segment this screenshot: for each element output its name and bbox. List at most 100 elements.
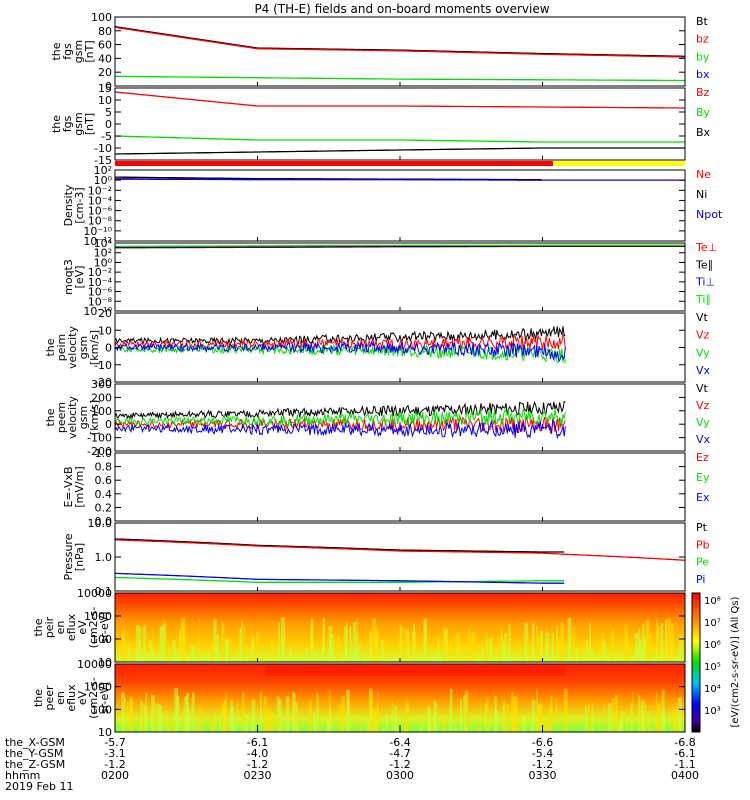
heatmap-streak <box>528 643 533 662</box>
ytick-label: 0.2 <box>95 501 113 514</box>
ytick-label: 0.4 <box>95 488 113 501</box>
heatmap-streak <box>195 726 199 732</box>
heatmap-streak <box>486 634 488 662</box>
heatmap-streak <box>506 704 509 732</box>
heatmap-streak <box>449 724 452 732</box>
heatmap-streak <box>641 646 643 662</box>
ytick-label: 300 <box>91 378 112 391</box>
heatmap-streak <box>326 719 330 732</box>
panel-frame <box>114 87 686 161</box>
heatmap-streak <box>657 626 661 662</box>
heatmap-streak <box>176 696 180 732</box>
heatmap-streak <box>232 724 236 732</box>
heatmap-streak <box>407 628 410 662</box>
ylabel-line: Density <box>62 184 75 226</box>
panel-frame <box>114 242 686 312</box>
heatmap-streak <box>518 716 521 732</box>
legend-Pi: Pi <box>696 573 705 586</box>
legend-Vy: Vy <box>696 416 710 429</box>
xaxis-row-value: -4.7 <box>389 747 410 760</box>
heatmap-streak <box>655 721 660 732</box>
heatmap-streak <box>540 721 543 732</box>
ytick-label: 10⁰ <box>94 256 113 269</box>
ytick-label: 10⁻² <box>88 266 112 279</box>
heatmap-streak <box>560 622 565 662</box>
ytick-label: 0 <box>105 342 112 355</box>
panel-frame <box>114 16 686 87</box>
ytick-label: 100 <box>91 405 112 418</box>
legend-Ex: Ex <box>696 491 710 504</box>
heatmap-streak <box>638 695 641 732</box>
heatmap-streak <box>611 628 615 662</box>
xaxis-row-value: 0200 <box>101 769 129 782</box>
heatmap-streak <box>172 639 177 662</box>
heatmap-streak <box>621 712 624 732</box>
series-Vx <box>115 419 566 440</box>
legend-Bx: Bx <box>696 126 711 139</box>
heatmap-streak <box>463 695 467 732</box>
heatmap-peak <box>265 666 565 676</box>
heatmap-streak <box>239 629 242 662</box>
ylabel-line: the <box>44 408 57 426</box>
heatmap-streak <box>430 718 433 732</box>
ylabel-line: [nT] <box>83 113 96 135</box>
heatmap-streak <box>450 639 453 662</box>
heatmap-streak <box>289 645 292 662</box>
xaxis-row-label: the_Z-GSM <box>5 758 65 771</box>
heatmap-streak <box>442 713 447 732</box>
ytick-label: -10 <box>94 359 112 372</box>
heatmap-streak <box>502 637 504 662</box>
heatmap-streak <box>404 627 407 662</box>
heatmap-streak <box>116 656 119 662</box>
heatmap-streak <box>181 625 186 662</box>
xaxis-row-value: -6.8 <box>674 736 695 749</box>
heatmap-streak <box>259 691 262 732</box>
ylabel-line: peem <box>55 402 68 433</box>
ytick-label: 10⁰ <box>94 174 113 187</box>
heatmap-streak <box>548 707 553 732</box>
ylabel-line: Pressure <box>62 533 75 580</box>
heatmap-streak <box>632 691 634 732</box>
ytick-label: 1.0 <box>95 551 113 564</box>
heatmap-streak <box>376 692 379 732</box>
heatmap-streak <box>447 643 451 662</box>
ylabel-line: [km/s] <box>88 400 101 435</box>
legend-Te∥: Te∥ <box>695 258 713 271</box>
heatmap-streak <box>352 622 357 662</box>
heatmap-streak <box>360 654 363 662</box>
heatmap-streak <box>149 640 152 662</box>
ylabel-line: [cm-3] <box>73 187 86 223</box>
heatmap-streak <box>454 726 457 732</box>
heatmap-streak <box>228 639 232 662</box>
heatmap-streak <box>215 635 220 662</box>
colorbar-tick: 10⁷ <box>704 618 721 629</box>
heatmap-streak <box>661 689 664 732</box>
heatmap-streak <box>159 626 162 662</box>
heatmap-streak <box>310 624 312 662</box>
heatmap-streak <box>341 695 345 732</box>
legend-Vt: Vt <box>696 382 709 395</box>
xaxis-row-value: 0230 <box>244 769 272 782</box>
legend-By: By <box>696 106 711 119</box>
heatmap-streak <box>192 692 195 732</box>
heatmap-streak <box>524 622 528 662</box>
heatmap-streak <box>632 655 635 662</box>
ytick-label: 10⁻⁴ <box>88 194 113 207</box>
heatmap-streak <box>488 721 491 732</box>
series-Pt <box>115 538 565 553</box>
heatmap-streak <box>369 631 372 662</box>
legend-bx: bx <box>696 68 710 81</box>
heatmap-streak <box>427 706 431 732</box>
heatmap-streak <box>522 716 527 732</box>
heatmap-streak <box>344 626 348 662</box>
ylabel-line: E=-VxB <box>62 466 75 507</box>
heatmap-streak <box>668 618 671 662</box>
heatmap-streak <box>535 655 538 662</box>
heatmap-streak <box>385 639 387 662</box>
heatmap-streak <box>214 713 216 732</box>
heatmap-streak <box>477 725 482 732</box>
ytick-label: 0.1 <box>95 585 113 598</box>
heatmap-streak <box>152 627 154 662</box>
heatmap-streak <box>586 727 588 732</box>
